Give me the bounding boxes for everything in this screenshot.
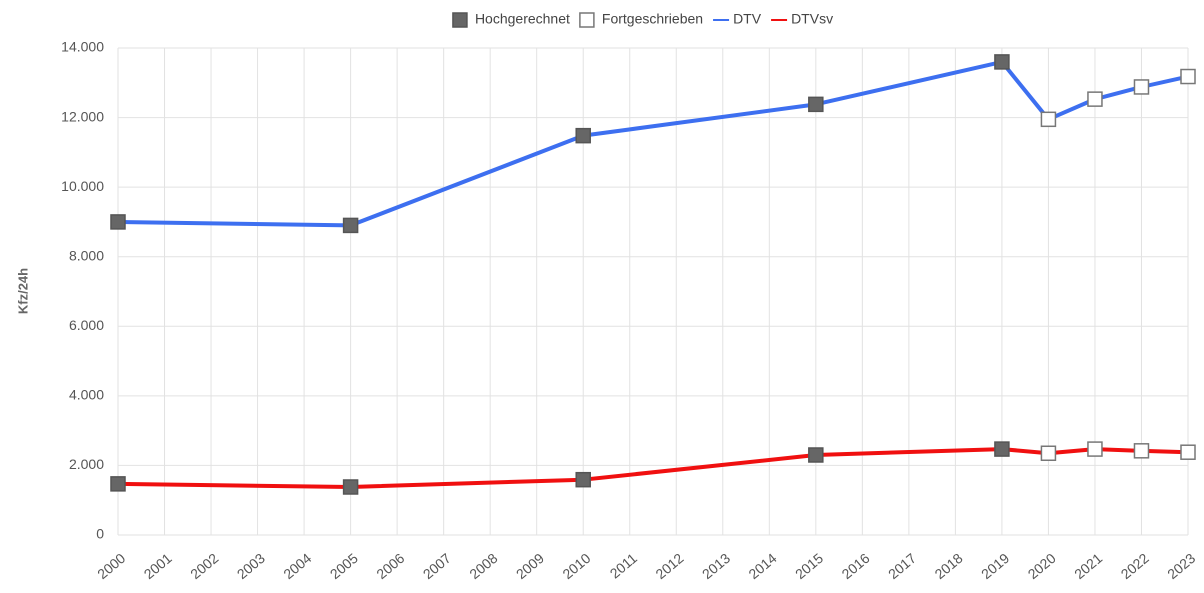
x-tick-label: 2011 xyxy=(607,550,641,582)
x-tick-label: 2003 xyxy=(234,550,268,582)
legend-marker xyxy=(579,12,595,28)
x-tick-label: 2002 xyxy=(187,550,221,582)
x-tick-label: 2000 xyxy=(94,550,128,582)
series-line xyxy=(117,447,1189,489)
data-point xyxy=(1040,445,1057,462)
x-tick-label: 2015 xyxy=(792,550,826,582)
legend-label: DTV xyxy=(733,11,762,27)
x-tick-label: 2022 xyxy=(1118,550,1152,582)
x-tick-label: 2005 xyxy=(327,550,361,582)
x-tick-label: 2016 xyxy=(839,550,873,582)
data-point xyxy=(994,54,1010,70)
data-point xyxy=(1180,444,1196,460)
data-point xyxy=(1133,79,1150,95)
data-point xyxy=(1087,441,1103,457)
x-tick-label: 2004 xyxy=(280,550,314,582)
data-point xyxy=(1180,68,1196,85)
data-point xyxy=(342,479,359,495)
x-tick-label: 2008 xyxy=(466,550,500,582)
y-tick-label: 12.000 xyxy=(61,108,104,124)
y-axis-label: Kfz/24h xyxy=(15,268,30,314)
x-tick-label: 2018 xyxy=(932,550,966,582)
y-tick-label: 0 xyxy=(96,526,104,542)
y-tick-label: 2.000 xyxy=(69,456,104,472)
x-tick-label: 2019 xyxy=(978,550,1012,582)
data-point xyxy=(575,127,591,144)
data-point xyxy=(110,476,126,492)
x-tick-label: 2010 xyxy=(559,550,593,582)
data-point xyxy=(808,96,824,113)
data-point xyxy=(994,441,1010,457)
series-line xyxy=(117,59,1189,228)
data-point xyxy=(575,471,591,488)
x-tick-label: 2023 xyxy=(1164,550,1198,582)
data-point xyxy=(110,214,126,230)
legend-label: DTVsv xyxy=(791,11,833,27)
x-tick-label: 2006 xyxy=(373,550,407,582)
x-tick-label: 2009 xyxy=(513,550,547,582)
x-tick-label: 2012 xyxy=(652,550,686,582)
x-tick-label: 2017 xyxy=(885,550,919,582)
legend-marker xyxy=(452,12,468,28)
y-tick-label: 10.000 xyxy=(61,178,104,194)
data-point xyxy=(808,447,824,463)
x-tick-label: 2021 xyxy=(1071,550,1105,582)
legend: Hochgerechnet Fortgeschrieben DTV DTVsv xyxy=(452,11,833,28)
data-point xyxy=(1087,91,1103,107)
x-tick-label: 2020 xyxy=(1025,550,1059,582)
y-tick-label: 14.000 xyxy=(61,39,104,55)
legend-label: Hochgerechnet xyxy=(475,11,570,27)
x-tick-label: 2007 xyxy=(420,550,454,582)
y-tick-label: 6.000 xyxy=(69,317,104,333)
legend-label: Fortgeschrieben xyxy=(602,11,703,27)
y-tick-label: 8.000 xyxy=(69,247,104,263)
data-point xyxy=(1133,443,1150,459)
y-tick-label: 4.000 xyxy=(69,387,104,403)
x-tick-label: 2001 xyxy=(141,550,175,582)
x-tick-label: 2014 xyxy=(745,550,779,582)
data-point xyxy=(342,217,359,234)
data-point xyxy=(1040,111,1057,128)
x-tick-label: 2013 xyxy=(699,550,733,582)
